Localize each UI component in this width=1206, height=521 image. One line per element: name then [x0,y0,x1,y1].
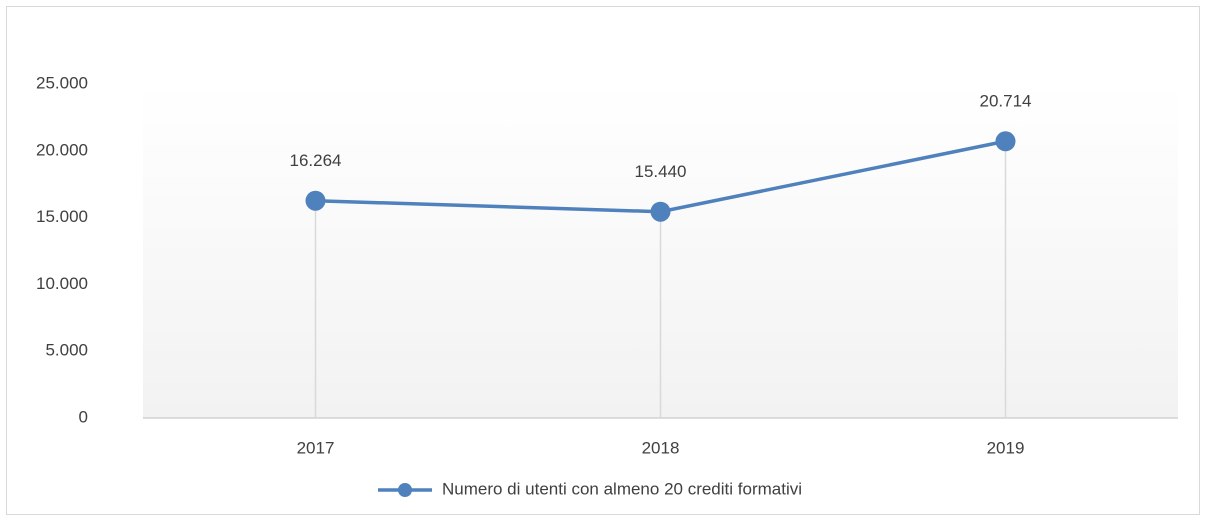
point [995,131,1016,152]
x-tick-label: 2019 [987,438,1025,457]
y-tick-label: 0 [79,407,88,426]
y-tick-label: 20.000 [36,140,88,159]
y-tick-label: 10.000 [36,274,88,293]
point [305,190,326,211]
data-label: 16.264 [290,151,342,170]
data-label: 15.440 [635,162,687,181]
data-label: 20.714 [980,92,1032,111]
legend-label: Numero di utenti con almeno 20 crediti f… [442,479,802,498]
x-tick-label: 2017 [297,438,335,457]
legend-marker [398,483,412,497]
point [650,201,671,222]
y-tick-label: 25.000 [36,73,88,92]
y-tick-label: 15.000 [36,207,88,226]
y-tick-label: 5.000 [45,341,88,360]
x-tick-label: 2018 [642,438,680,457]
